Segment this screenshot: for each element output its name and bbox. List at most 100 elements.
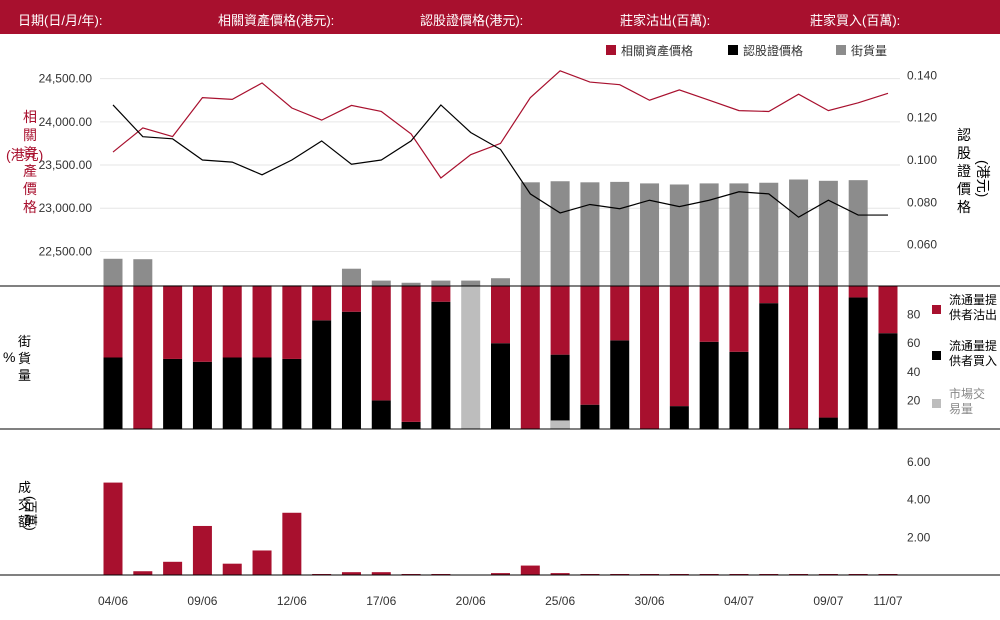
legend-swatch-outstanding [836, 45, 846, 55]
outstanding-bar [848, 180, 868, 286]
sell-bar [878, 286, 898, 334]
buy-bar [282, 358, 302, 429]
legend-label-outstanding: 街貨量 [851, 43, 887, 58]
sell-bar [371, 286, 391, 401]
x-tick-label: 20/06 [456, 594, 486, 608]
x-tick-label: 11/07 [873, 594, 902, 608]
pct-tick-label: 60 [907, 336, 921, 350]
turnover-bar [371, 572, 391, 575]
right-axis-title-char: 認 [957, 127, 971, 143]
sell-bar [580, 286, 600, 405]
outstanding-bar [371, 280, 391, 286]
outstanding-bar [729, 183, 749, 286]
turnover-axis-paren: (百萬) [23, 496, 38, 531]
buy-bar [818, 417, 838, 429]
sell-bar [669, 286, 689, 407]
pct-axis-char: 量 [18, 368, 31, 383]
sell-bar [252, 286, 272, 358]
legend-label-warrant: 認股證價格 [743, 43, 803, 58]
sell-bar [163, 286, 183, 359]
buy-bar [669, 406, 689, 429]
outstanding-bar [103, 258, 123, 286]
left-tick-label: 23,500.00 [39, 158, 93, 172]
pct-symbol: % [3, 349, 15, 365]
buy-bar [848, 297, 868, 429]
buy-bar [222, 357, 242, 429]
sell-bar [550, 286, 570, 355]
sell-bar [282, 286, 302, 359]
left-tick-label: 22,500.00 [39, 244, 93, 258]
left-axis-title-char: 產 [23, 163, 37, 179]
left-axis-title: (港元) [6, 147, 43, 163]
turnover-bar [103, 482, 123, 575]
buy-bar [878, 333, 898, 429]
outstanding-bar [461, 280, 481, 286]
turnover-bar [163, 561, 183, 575]
header-bar: 日期(日/月/年): 相關資產價格(港元): 認股證價格(港元): 莊家沽出(百… [0, 0, 1000, 34]
turnover-bar [252, 550, 272, 575]
outstanding-bar [341, 268, 361, 286]
pct-legend-label: 流通量提 [949, 292, 997, 307]
sell-bar [610, 286, 630, 341]
legend-swatch-underlying [606, 45, 616, 55]
left-tick-label: 24,500.00 [39, 72, 93, 86]
left-axis-title-char: 關 [23, 127, 37, 143]
turnover-axis-char: 額 [18, 514, 31, 529]
turnover-tick-label: 2.00 [907, 530, 931, 544]
right-tick-label: 0.080 [907, 195, 937, 209]
left-axis-title-char: 格 [23, 199, 37, 215]
buy-bar [580, 404, 600, 429]
buy-bar [759, 303, 779, 429]
right-tick-label: 0.100 [907, 153, 937, 167]
pct-legend-swatch-sell [932, 305, 941, 314]
buy-bar [550, 354, 570, 429]
sell-bar [520, 286, 540, 429]
buy-bar [729, 351, 749, 429]
legend-swatch-warrant [728, 45, 738, 55]
header-sell-label: 莊家沽出(百萬): [620, 13, 711, 28]
sell-bar [640, 286, 660, 429]
pct-legend-label: 供者沽出 [949, 308, 997, 322]
turnover-bar [133, 571, 153, 575]
right-axis-paren: (港元) [975, 160, 991, 197]
x-tick-label: 09/07 [813, 594, 843, 608]
outstanding-bar [580, 182, 600, 286]
sell-bar [818, 286, 838, 418]
pct-legend-swatch-market [932, 399, 941, 408]
right-tick-label: 0.140 [907, 68, 937, 82]
turnover-bar [491, 573, 510, 575]
right-tick-label: 0.120 [907, 111, 937, 125]
turnover-tick-label: 4.00 [907, 493, 931, 507]
warrant-chart: 相關資產價格 認股證價格 街貨量 (港元) 24,500.00 24,000.00… [0, 43, 1000, 608]
sell-bar [222, 286, 242, 358]
right-axis-title-char: 價 [957, 181, 971, 197]
right-axis-title-char: 證 [957, 163, 971, 179]
turnover-tick-label: 6.00 [907, 455, 931, 469]
outstanding-bar [401, 282, 421, 286]
turnover-bar [192, 525, 212, 575]
right-axis-title-char: 格 [957, 199, 971, 215]
turnover-bar [222, 563, 242, 575]
pct-tick-label: 80 [907, 308, 921, 322]
header-underlying-label: 相關資產價格(港元): [218, 13, 335, 28]
outstanding-bar [640, 183, 660, 286]
sell-bar [312, 286, 332, 321]
pct-legend [932, 305, 941, 408]
pct-legend-label: 流通量提 [949, 338, 997, 353]
buy-bar [252, 357, 272, 429]
warrant-price-line [112, 104, 888, 218]
pct-legend-label: 市場交 [949, 386, 985, 401]
sell-bar [789, 286, 809, 429]
x-tick-label: 12/06 [277, 594, 307, 608]
right-axis-title-char: 股 [957, 145, 971, 161]
pct-axis-char: 街 [18, 334, 31, 349]
outstanding-bar [610, 181, 630, 286]
left-axis-title-char: 價 [23, 181, 37, 197]
header-buy-label: 莊家買入(百萬): [810, 13, 901, 28]
buy-bar [699, 341, 719, 429]
buy-bar [491, 343, 510, 429]
outstanding-bar [669, 184, 689, 286]
outstanding-bar [520, 182, 540, 286]
outstanding-bar [789, 179, 809, 286]
header-warrant-label: 認股證價格(港元): [420, 13, 524, 28]
